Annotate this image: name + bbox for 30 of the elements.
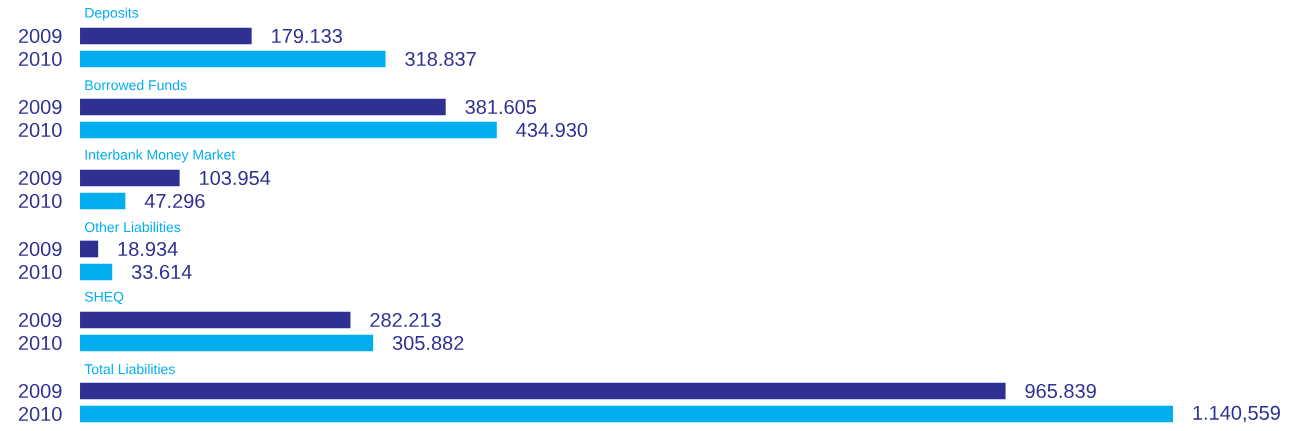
series-label: 2010: [18, 51, 62, 67]
data-label: 282.213: [370, 312, 441, 328]
data-label: 305.882: [392, 335, 464, 351]
text: 2010: [18, 335, 62, 351]
y-tick-label: SHEQ: [84, 291, 124, 305]
text: 2010: [18, 406, 62, 422]
data-label: 1.140,559: [1193, 405, 1280, 423]
series-label: 2009: [18, 28, 62, 44]
text: 2010: [18, 264, 62, 280]
y-tick-label: Borrowed Funds: [85, 79, 187, 91]
y-tick-label: Interbank Money Market: [85, 149, 236, 163]
data-label: 965.839: [1025, 383, 1096, 399]
data-label: 18.934: [118, 241, 178, 257]
text: 2009: [18, 99, 62, 115]
y-tick-label: Other Liabilities: [84, 221, 181, 233]
data-label: 33.614: [131, 264, 192, 280]
y-tick-label: Total Liabilities: [84, 363, 175, 375]
data-label: 381.605: [465, 99, 537, 115]
text: 2010: [18, 193, 62, 209]
data-label: 434.930: [516, 122, 588, 138]
y-tick-label: Deposits: [85, 7, 139, 21]
data-label: 318.837: [405, 51, 476, 67]
text: 2009: [18, 312, 62, 328]
data-label: 179.133: [272, 28, 343, 44]
text: 2010: [18, 122, 62, 138]
data-label: 47.296: [144, 193, 205, 209]
text: 2009: [18, 170, 62, 186]
text: 2009: [18, 383, 62, 399]
text: 2009: [18, 241, 62, 257]
data-label: 103.954: [200, 170, 271, 186]
